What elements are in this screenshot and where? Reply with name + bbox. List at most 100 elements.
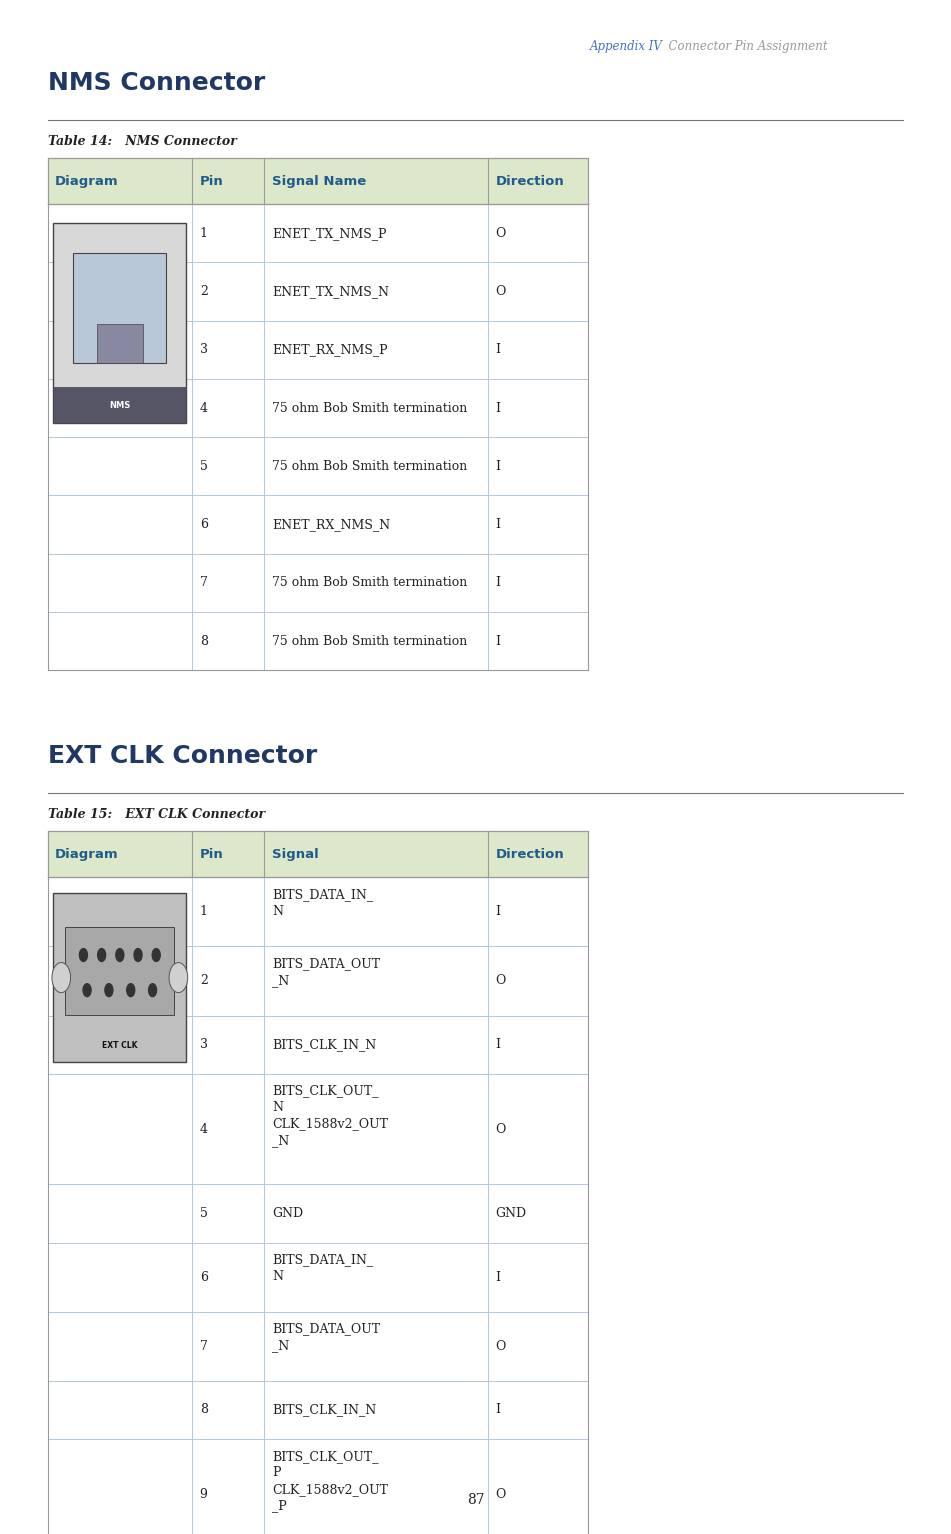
Text: Table 15:   EXT CLK Connector: Table 15: EXT CLK Connector bbox=[48, 808, 264, 821]
Bar bbox=[97, 325, 143, 364]
Circle shape bbox=[83, 983, 91, 997]
Text: EXT CLK: EXT CLK bbox=[102, 1042, 138, 1051]
Text: GND: GND bbox=[272, 1207, 303, 1220]
Circle shape bbox=[98, 948, 106, 962]
Circle shape bbox=[169, 962, 187, 992]
Bar bbox=[48, 379, 588, 437]
Text: Pin: Pin bbox=[200, 848, 223, 861]
Text: GND: GND bbox=[495, 1207, 527, 1220]
Text: Direction: Direction bbox=[495, 848, 564, 861]
Text: Table 14:   NMS Connector: Table 14: NMS Connector bbox=[48, 135, 237, 147]
Bar bbox=[48, 1312, 588, 1381]
Text: I: I bbox=[495, 518, 500, 531]
Bar bbox=[53, 222, 186, 423]
Bar bbox=[48, 437, 588, 495]
Circle shape bbox=[134, 948, 142, 962]
Text: EXT CLK Connector: EXT CLK Connector bbox=[48, 744, 317, 769]
Text: Appendix IV: Appendix IV bbox=[590, 40, 663, 52]
Bar bbox=[48, 612, 588, 670]
Text: Connector Pin Assignment: Connector Pin Assignment bbox=[661, 40, 827, 52]
Text: BITS_CLK_OUT_
P
CLK_1588v2_OUT
_P: BITS_CLK_OUT_ P CLK_1588v2_OUT _P bbox=[272, 1450, 388, 1513]
Text: BITS_CLK_IN_N: BITS_CLK_IN_N bbox=[272, 1404, 377, 1416]
Bar bbox=[48, 1439, 588, 1534]
Text: I: I bbox=[495, 344, 500, 356]
Text: 8: 8 bbox=[200, 1404, 207, 1416]
Text: NMS: NMS bbox=[109, 400, 130, 410]
Text: 8: 8 bbox=[200, 635, 207, 647]
Bar bbox=[48, 158, 588, 204]
Text: Signal Name: Signal Name bbox=[272, 175, 366, 187]
Text: 4: 4 bbox=[200, 1123, 207, 1135]
Bar bbox=[48, 946, 588, 1016]
Text: 5: 5 bbox=[200, 460, 207, 472]
Text: ENET_TX_NMS_N: ENET_TX_NMS_N bbox=[272, 285, 389, 298]
Text: I: I bbox=[495, 577, 500, 589]
Text: BITS_CLK_OUT_
N
CLK_1588v2_OUT
_N: BITS_CLK_OUT_ N CLK_1588v2_OUT _N bbox=[272, 1085, 388, 1147]
Text: ENET_RX_NMS_P: ENET_RX_NMS_P bbox=[272, 344, 388, 356]
Bar bbox=[48, 831, 588, 877]
Text: O: O bbox=[495, 227, 506, 239]
Text: 75 ohm Bob Smith termination: 75 ohm Bob Smith termination bbox=[272, 460, 467, 472]
Circle shape bbox=[148, 983, 157, 997]
Bar bbox=[48, 495, 588, 554]
Text: 7: 7 bbox=[200, 1339, 207, 1353]
Text: I: I bbox=[495, 402, 500, 414]
Text: O: O bbox=[495, 1488, 506, 1500]
Text: BITS_DATA_IN_
N: BITS_DATA_IN_ N bbox=[272, 888, 373, 917]
Circle shape bbox=[80, 948, 87, 962]
Bar bbox=[48, 1381, 588, 1439]
Bar bbox=[48, 877, 588, 946]
Circle shape bbox=[152, 948, 160, 962]
Text: 6: 6 bbox=[200, 518, 207, 531]
Text: 75 ohm Bob Smith termination: 75 ohm Bob Smith termination bbox=[272, 577, 467, 589]
Bar bbox=[48, 1184, 588, 1243]
Text: 3: 3 bbox=[200, 1039, 207, 1051]
Text: 75 ohm Bob Smith termination: 75 ohm Bob Smith termination bbox=[272, 402, 467, 414]
Bar bbox=[48, 262, 588, 321]
Text: Signal: Signal bbox=[272, 848, 319, 861]
Circle shape bbox=[52, 962, 70, 992]
Text: I: I bbox=[495, 635, 500, 647]
Text: 9: 9 bbox=[200, 1488, 207, 1500]
Bar bbox=[53, 893, 186, 1062]
Text: O: O bbox=[495, 285, 506, 298]
Text: 3: 3 bbox=[200, 344, 207, 356]
Text: Diagram: Diagram bbox=[55, 848, 119, 861]
Text: 1: 1 bbox=[200, 227, 207, 239]
Text: 2: 2 bbox=[200, 285, 207, 298]
Circle shape bbox=[126, 983, 135, 997]
Text: BITS_DATA_IN_
N: BITS_DATA_IN_ N bbox=[272, 1253, 373, 1282]
Text: 7: 7 bbox=[200, 577, 207, 589]
Text: 6: 6 bbox=[200, 1270, 207, 1284]
Text: I: I bbox=[495, 905, 500, 919]
Text: ENET_TX_NMS_P: ENET_TX_NMS_P bbox=[272, 227, 386, 239]
Text: BITS_DATA_OUT
_N: BITS_DATA_OUT _N bbox=[272, 957, 380, 986]
Text: I: I bbox=[495, 1404, 500, 1416]
Text: Pin: Pin bbox=[200, 175, 223, 187]
Text: 87: 87 bbox=[467, 1493, 484, 1508]
Text: BITS_CLK_IN_N: BITS_CLK_IN_N bbox=[272, 1039, 377, 1051]
Circle shape bbox=[105, 983, 113, 997]
Circle shape bbox=[116, 948, 124, 962]
Text: O: O bbox=[495, 1339, 506, 1353]
Text: Diagram: Diagram bbox=[55, 175, 119, 187]
Bar bbox=[66, 927, 174, 1014]
Text: 75 ohm Bob Smith termination: 75 ohm Bob Smith termination bbox=[272, 635, 467, 647]
Text: BITS_DATA_OUT
_N: BITS_DATA_OUT _N bbox=[272, 1322, 380, 1351]
Text: 4: 4 bbox=[200, 402, 207, 414]
Text: I: I bbox=[495, 460, 500, 472]
Text: O: O bbox=[495, 974, 506, 988]
Text: ENET_RX_NMS_N: ENET_RX_NMS_N bbox=[272, 518, 390, 531]
Bar bbox=[53, 387, 186, 423]
Text: O: O bbox=[495, 1123, 506, 1135]
Text: NMS Connector: NMS Connector bbox=[48, 71, 264, 95]
Text: I: I bbox=[495, 1270, 500, 1284]
Bar bbox=[48, 554, 588, 612]
Text: 2: 2 bbox=[200, 974, 207, 988]
Text: I: I bbox=[495, 1039, 500, 1051]
Text: 1: 1 bbox=[200, 905, 207, 919]
Bar bbox=[73, 253, 166, 364]
Text: 5: 5 bbox=[200, 1207, 207, 1220]
Bar bbox=[48, 1074, 588, 1184]
Bar bbox=[48, 1243, 588, 1312]
